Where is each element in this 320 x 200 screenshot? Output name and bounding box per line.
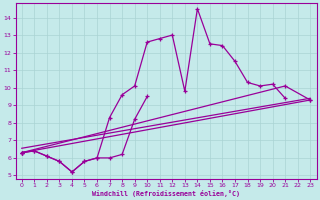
X-axis label: Windchill (Refroidissement éolien,°C): Windchill (Refroidissement éolien,°C) [92,190,240,197]
